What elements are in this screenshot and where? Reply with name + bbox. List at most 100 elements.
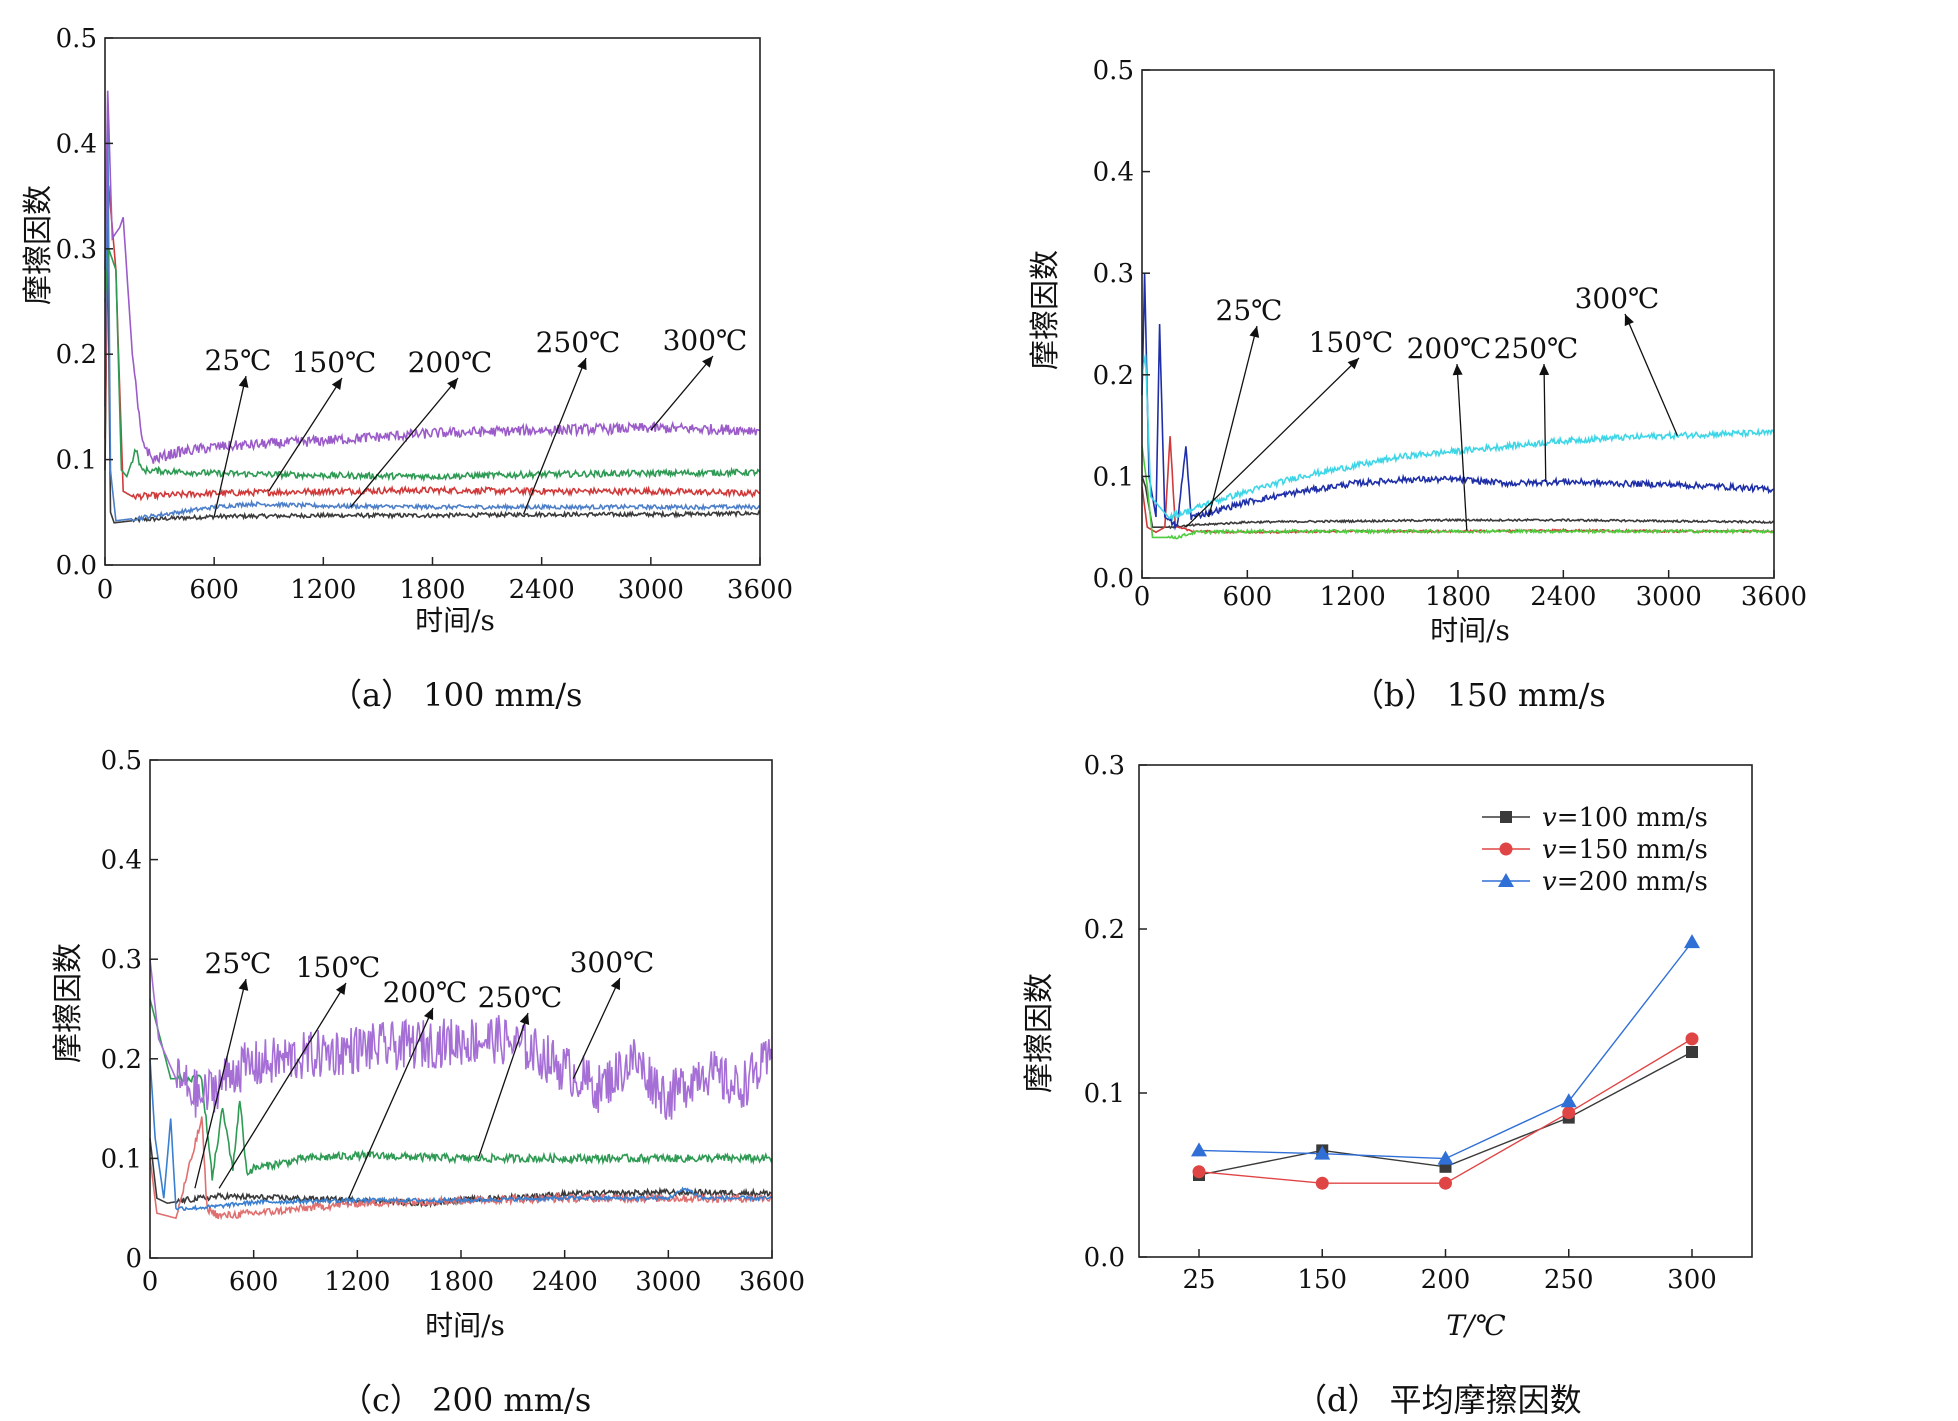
legend-label: v=100 mm/s bbox=[1542, 803, 1708, 833]
y-tick-label: 0.1 bbox=[101, 1144, 142, 1174]
y-tick-label: 0.5 bbox=[56, 24, 97, 54]
annotation-label: 25℃ bbox=[205, 947, 272, 980]
caption-b: （b） 150 mm/s bbox=[1352, 676, 1606, 714]
y-tick-label: 0.0 bbox=[1093, 564, 1134, 594]
chart-d: 摩擦因数 0.0 0.1 0.2 0.3 25 150 200 250 300 v=100 mm/… bbox=[1022, 751, 1753, 1342]
annotation-arrowhead bbox=[577, 358, 587, 371]
data-point bbox=[1684, 934, 1700, 949]
x-tick-label: 2400 bbox=[1530, 582, 1596, 612]
series-line-3 bbox=[1141, 273, 1775, 531]
annotation-arrowhead bbox=[447, 378, 458, 390]
series-line-3 bbox=[149, 998, 773, 1181]
y-tick-label: 0.0 bbox=[56, 551, 97, 581]
x-tick-label: 3600 bbox=[1741, 582, 1807, 612]
series-line-4 bbox=[149, 959, 773, 1120]
chart-c-ylabel: 摩擦因数 bbox=[51, 943, 86, 1063]
annotation-label: 250℃ bbox=[1494, 332, 1579, 365]
series-line-2 bbox=[149, 1058, 773, 1212]
annotation-label: 300℃ bbox=[570, 946, 655, 979]
plot-frame bbox=[104, 37, 761, 566]
annotation-label: 300℃ bbox=[663, 324, 748, 357]
x-tick-label: 3600 bbox=[727, 575, 793, 605]
annotation-arrow bbox=[1543, 363, 1547, 482]
annotation-arrow bbox=[572, 977, 621, 1079]
y-tick-label: 0.3 bbox=[101, 945, 142, 975]
chart-b: 摩擦因数 0.0 0.1 0.2 0.3 0.4 0.5 0 600 1200 1800 2400 3… bbox=[1028, 56, 1807, 647]
annotation-label: 150℃ bbox=[296, 951, 381, 984]
annotation-arrowhead bbox=[1347, 358, 1359, 370]
x-tick-label: 150 bbox=[1297, 1265, 1347, 1295]
y-tick-label: 0.5 bbox=[1093, 56, 1134, 86]
chart-c-xlabel: 时间/s bbox=[425, 1309, 505, 1342]
annotation-arrowhead bbox=[1624, 314, 1634, 327]
x-tick-label: 3000 bbox=[1636, 582, 1702, 612]
data-point bbox=[1560, 1093, 1577, 1108]
x-tick-label: 200 bbox=[1421, 1265, 1471, 1295]
data-point bbox=[1499, 842, 1513, 856]
x-tick-label: 25 bbox=[1182, 1265, 1215, 1295]
annotation-arrow bbox=[268, 377, 343, 492]
y-tick-label: 0.2 bbox=[1084, 915, 1125, 945]
x-tick-label: 2400 bbox=[509, 575, 575, 605]
annotation-arrowhead bbox=[519, 1013, 530, 1026]
chart-a-plot: 0.0 0.1 0.2 0.3 0.4 0.5 0 600 1200 1800 2400 3000 36… bbox=[56, 24, 793, 605]
svg-text:摩擦因数: 摩擦因数 bbox=[1028, 250, 1063, 370]
data-point bbox=[1562, 1106, 1576, 1120]
y-tick-label: 0.0 bbox=[1084, 1243, 1125, 1273]
y-tick-label: 0.3 bbox=[1084, 751, 1125, 781]
annotation-label: 25℃ bbox=[1216, 294, 1283, 327]
annotation-arrowhead bbox=[238, 979, 249, 991]
data-point bbox=[1686, 1046, 1698, 1058]
annotation-arrow bbox=[350, 377, 459, 508]
legend-label: v=150 mm/s bbox=[1542, 835, 1708, 865]
data-point bbox=[1315, 1176, 1329, 1190]
x-tick-label: 3600 bbox=[739, 1267, 805, 1297]
annotation-arrow bbox=[650, 355, 714, 431]
chart-b-xlabel: 时间/s bbox=[1430, 614, 1510, 647]
annotation-arrowhead bbox=[238, 376, 249, 388]
annotation-label: 150℃ bbox=[292, 346, 377, 379]
x-tick-label: 250 bbox=[1544, 1265, 1594, 1295]
series-line-2 bbox=[1141, 445, 1775, 540]
series-line-1 bbox=[104, 185, 761, 502]
chart-d-xlabel: T/℃ bbox=[1446, 1309, 1505, 1342]
annotation-arrowhead bbox=[423, 1008, 434, 1021]
y-tick-label: 0.5 bbox=[101, 746, 142, 776]
annotation-label: 200℃ bbox=[383, 976, 468, 1009]
data-point bbox=[1685, 1032, 1699, 1046]
x-tick-label: 2400 bbox=[532, 1267, 598, 1297]
x-tick-label: 1800 bbox=[399, 575, 465, 605]
data-point bbox=[1314, 1145, 1331, 1160]
y-tick-label: 0.2 bbox=[56, 340, 97, 370]
caption-c: （c） 200 mm/s bbox=[340, 1381, 592, 1419]
series-line-4 bbox=[104, 90, 761, 464]
annotation-arrowhead bbox=[331, 378, 342, 390]
series-line-2 bbox=[1198, 941, 1693, 1160]
y-tick-label: 0.1 bbox=[56, 446, 97, 476]
chart-d-ylabel: 摩擦因数 bbox=[1022, 973, 1057, 1093]
x-tick-label: 1200 bbox=[324, 1267, 390, 1297]
y-tick-label: 0.3 bbox=[1093, 259, 1134, 289]
x-tick-label: 3000 bbox=[635, 1267, 701, 1297]
x-tick-label: 3000 bbox=[618, 575, 684, 605]
series-line-0 bbox=[104, 227, 761, 524]
y-tick-label: 0.4 bbox=[56, 129, 97, 159]
series-line-3 bbox=[104, 248, 761, 483]
annotation-arrow bbox=[1456, 363, 1468, 531]
series-line-1 bbox=[149, 1116, 773, 1221]
svg-text:摩擦因数: 摩擦因数 bbox=[1022, 973, 1057, 1093]
series-line-0 bbox=[1141, 476, 1775, 530]
x-tick-label: 300 bbox=[1667, 1265, 1717, 1295]
annotation-arrow bbox=[213, 375, 247, 517]
annotation-label: 200℃ bbox=[1407, 332, 1492, 365]
y-tick-label: 0.4 bbox=[101, 846, 142, 876]
chart-a: 摩擦因数 0.0 0.1 0.2 0.3 0.4 0.5 0 600 1200 1800 2400 3… bbox=[21, 24, 793, 637]
y-tick-label: 0.4 bbox=[1093, 158, 1134, 188]
data-point bbox=[1439, 1176, 1452, 1190]
data-point bbox=[1437, 1150, 1454, 1165]
annotation-arrow bbox=[1624, 313, 1679, 437]
annotation-arrowhead bbox=[1452, 364, 1463, 376]
x-tick-label: 1200 bbox=[1320, 582, 1386, 612]
annotation-arrow bbox=[218, 982, 347, 1189]
series-line-4 bbox=[1141, 354, 1775, 522]
